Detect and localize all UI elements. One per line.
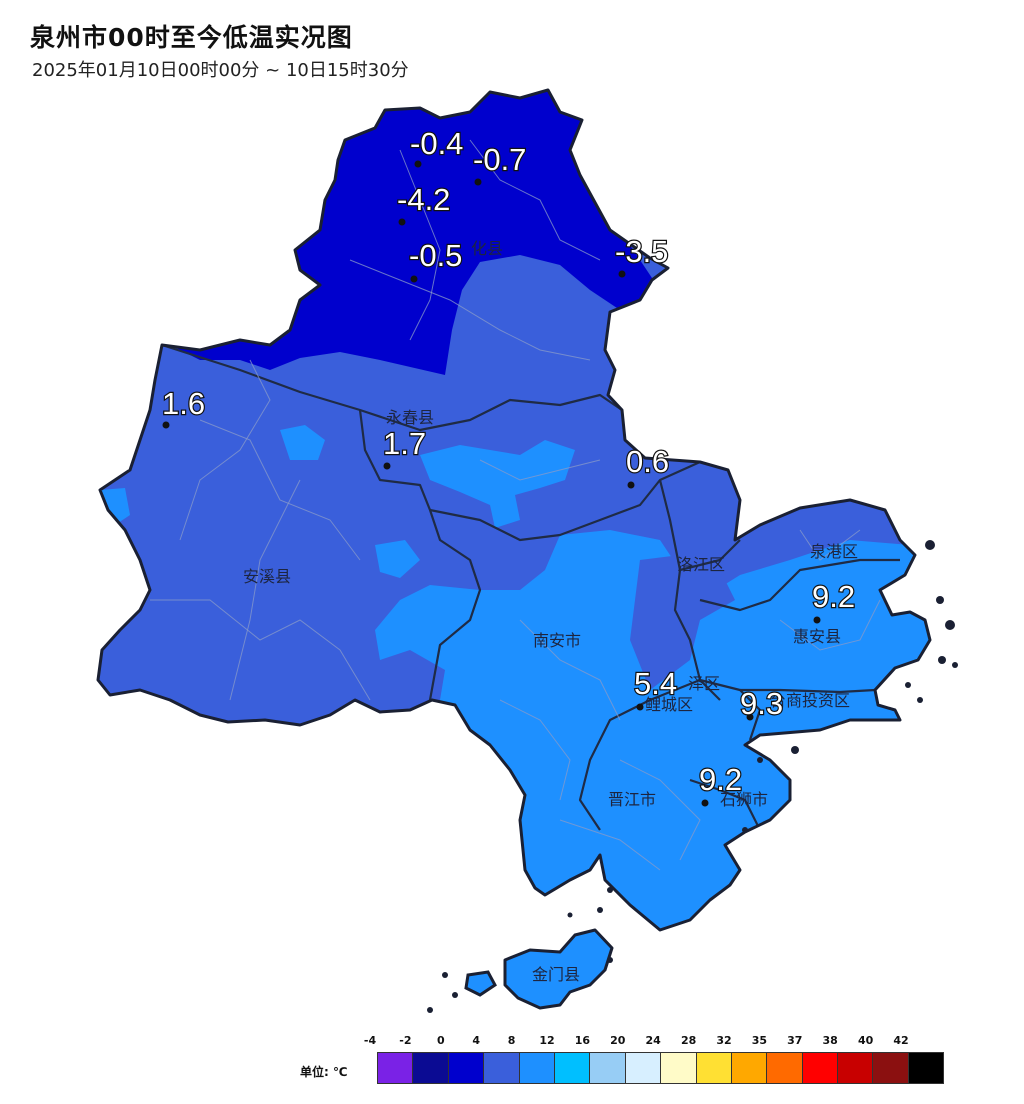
- legend-swatch: [801, 1052, 839, 1084]
- small-island: [464, 970, 497, 997]
- legend-tick-label: 40: [857, 1034, 874, 1047]
- legend-tick-label: 38: [822, 1034, 838, 1047]
- station-value: -0.4: [410, 126, 463, 161]
- legend-swatch: [660, 1052, 697, 1084]
- legend-tick-label: 32: [716, 1034, 732, 1047]
- legend-swatch: [907, 1052, 945, 1084]
- place-dehua: 化县: [471, 239, 503, 258]
- legend-tick-label: 20: [610, 1034, 626, 1047]
- legend-tick-label: 0: [436, 1034, 445, 1047]
- mild-patch-middle: [375, 540, 420, 578]
- station-value: 5.4: [634, 666, 677, 701]
- station-value: -4.2: [397, 182, 450, 217]
- legend-unit: 单位: ℃: [300, 1065, 348, 1079]
- legend-swatch: [695, 1052, 732, 1084]
- legend-tick-label: 42: [893, 1034, 909, 1047]
- station-value: 9.2: [812, 579, 855, 614]
- place-licheng: 鲤城区: [645, 695, 693, 714]
- mild-patch-north: [280, 425, 325, 460]
- legend-ticks: -4 -2 0 4 8 12 16 20 24 28 32 35 37 38 40 42: [360, 1034, 990, 1050]
- islets: [427, 540, 958, 1013]
- place-jinjiang: 晋江市: [608, 790, 656, 809]
- place-taishang: 台商投资区: [770, 691, 850, 710]
- station-value: 1.6: [162, 386, 205, 421]
- legend-swatch: [837, 1052, 874, 1084]
- township-borders: [150, 139, 881, 871]
- legend-swatch: [377, 1052, 414, 1084]
- legend-color-bar: [377, 1052, 945, 1084]
- mild-patch-yongchun: [420, 440, 575, 528]
- legend-swatch: [447, 1052, 485, 1084]
- station-value: 9.3: [740, 686, 783, 721]
- legend-tick-label: 12: [539, 1034, 555, 1047]
- legend-tick-label: 28: [680, 1034, 697, 1047]
- station-value: -0.5: [409, 238, 462, 273]
- legend-tick-label: -4: [363, 1034, 377, 1047]
- station-value: 0.6: [626, 444, 669, 479]
- legend-tick-label: 16: [574, 1034, 591, 1047]
- jinmen-island: [503, 928, 614, 1010]
- station-value: -0.7: [473, 142, 526, 177]
- map-subtitle: 2025年01月10日00时00分 ~ 10日15时30分: [32, 60, 409, 81]
- county-borders: [161, 343, 900, 831]
- station-dots: [162, 160, 821, 807]
- legend-tick-label: 8: [507, 1034, 516, 1047]
- cool-wedge: [630, 555, 735, 690]
- station-value: 1.7: [383, 426, 426, 461]
- legend-swatch: [624, 1052, 662, 1084]
- place-shishi: 石狮市: [720, 790, 768, 809]
- legend-swatch: [518, 1052, 555, 1084]
- legend-tick-label: 35: [751, 1034, 768, 1047]
- place-fengze: 泽区: [688, 674, 720, 693]
- station-value: -3.5: [615, 234, 668, 269]
- legend-swatch: [766, 1052, 803, 1084]
- place-yongchun: 永春县: [386, 408, 434, 427]
- place-jinmen: 金门县: [532, 965, 580, 984]
- legend-swatch: [553, 1052, 591, 1084]
- place-nanan: 南安市: [533, 631, 581, 650]
- land-outline: [96, 88, 932, 932]
- place-anxi: 安溪县: [243, 567, 291, 586]
- map-title: 泉州市00时至今低温实况图: [30, 23, 353, 52]
- legend-tick-label: 37: [787, 1034, 803, 1047]
- place-huian: 惠安县: [793, 627, 841, 646]
- legend-tick-label: -2: [399, 1034, 412, 1047]
- legend-tick-label: 24: [645, 1034, 661, 1047]
- place-luojiang: 洛江区: [677, 555, 725, 574]
- place-quangang: 泉港区: [810, 542, 858, 561]
- legend-swatch: [412, 1052, 449, 1084]
- legend-swatch: [730, 1052, 768, 1084]
- legend-tick-label: 4: [472, 1034, 481, 1047]
- legend-swatch: [483, 1052, 520, 1084]
- legend-swatch: [872, 1052, 909, 1084]
- station-value: 9.2: [699, 762, 742, 797]
- legend-swatch: [589, 1052, 626, 1084]
